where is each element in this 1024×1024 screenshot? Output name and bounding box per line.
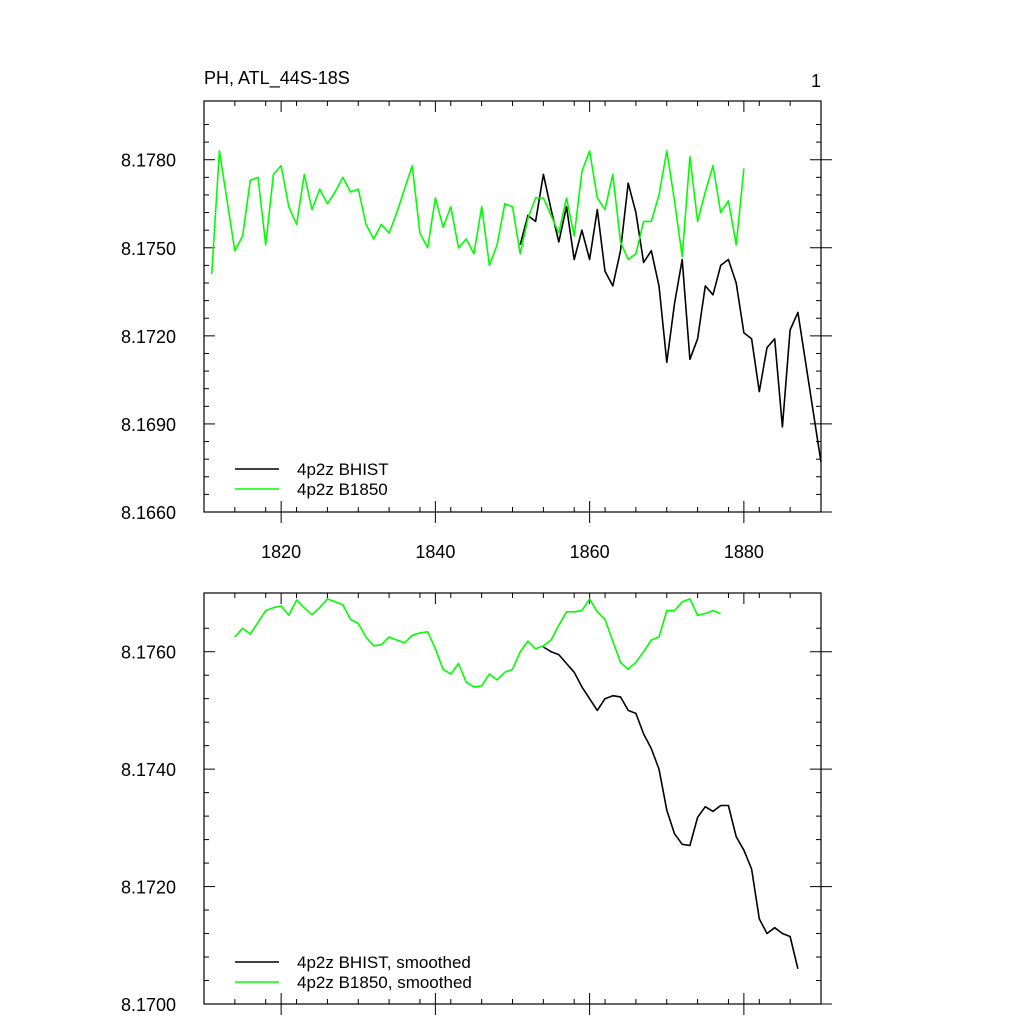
y-tick-label: 8.1690 bbox=[121, 415, 176, 435]
legend-label: 4p2z BHIST bbox=[297, 460, 389, 479]
series-line-4p2z-b1850-smoothed bbox=[234, 598, 721, 688]
series-line-4p2z-bhist-smoothed bbox=[542, 646, 799, 969]
chart-panel-raw: 1820 1840 1860 1880 8.1660 8.1690 8.1720 8.1750… bbox=[121, 100, 832, 562]
plot-frame bbox=[203, 100, 822, 513]
y-tick-label: 8.1660 bbox=[121, 503, 176, 523]
y-tick-label: 8.1750 bbox=[121, 239, 176, 259]
chart-panel-smoothed: 8.1700 8.1720 8.1740 8.1760 4p2z BHIST, smoo… bbox=[121, 592, 832, 1015]
y-tick-label: 8.1720 bbox=[121, 327, 176, 347]
x-tick-label: 1820 bbox=[261, 542, 301, 562]
y-tick-label: 8.1720 bbox=[121, 878, 176, 898]
page-number: 1 bbox=[811, 71, 821, 91]
x-tick-label: 1840 bbox=[415, 542, 455, 562]
x-tick-label: 1860 bbox=[570, 542, 610, 562]
series-line-4p2z-b1850 bbox=[210, 150, 745, 275]
legend-label: 4p2z B1850, smoothed bbox=[297, 973, 472, 992]
plot-frame bbox=[203, 592, 822, 1005]
legend-label: 4p2z BHIST, smoothed bbox=[297, 953, 471, 972]
legend-label: 4p2z B1850 bbox=[297, 480, 388, 499]
series-line-4p2z-bhist bbox=[519, 173, 822, 463]
y-tick-label: 8.1700 bbox=[121, 995, 176, 1015]
page-title: PH, ATL_44S-18S bbox=[204, 68, 350, 89]
y-tick-label: 8.1760 bbox=[121, 643, 176, 663]
y-tick-label: 8.1740 bbox=[121, 760, 176, 780]
x-tick-label: 1880 bbox=[724, 542, 764, 562]
y-tick-label: 8.1780 bbox=[121, 151, 176, 171]
